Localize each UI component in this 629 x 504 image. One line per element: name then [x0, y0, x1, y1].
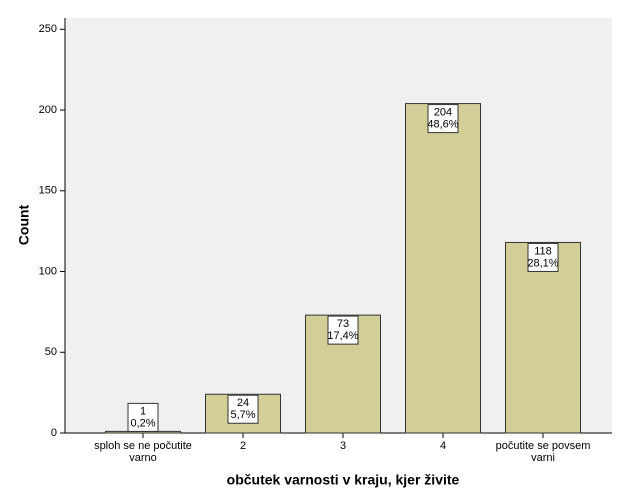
x-tick-label: 2 — [239, 440, 247, 452]
y-axis-title: Count — [16, 204, 32, 245]
bar — [505, 241, 581, 434]
y-tick-label: 150 — [39, 185, 57, 197]
bar — [405, 103, 481, 434]
label-box — [527, 242, 559, 272]
label-box — [327, 315, 359, 345]
percent-label: 48,6% — [427, 118, 458, 130]
value-label: 73 — [337, 318, 349, 330]
percent-label: 5,7% — [230, 409, 255, 421]
percent-label: 28,1% — [527, 257, 558, 269]
y-tick-label: 100 — [39, 265, 57, 277]
label-box — [227, 394, 259, 424]
value-label: 118 — [534, 245, 552, 257]
value-label: 24 — [237, 397, 249, 409]
value-label: 204 — [434, 106, 452, 118]
y-tick-label: 50 — [45, 346, 57, 358]
y-tick-label: 250 — [39, 23, 57, 35]
x-tick-label: sploh se ne počutite varno — [94, 440, 192, 464]
label-box — [127, 402, 159, 432]
x-tick-label: 4 — [439, 440, 447, 452]
y-tick-label: 200 — [39, 104, 57, 116]
x-tick-label: počutite se povsem varni — [495, 440, 591, 464]
label-box — [427, 104, 459, 134]
percent-label: 0,2% — [130, 417, 155, 429]
y-tick-label: 0 — [51, 427, 57, 439]
x-tick-label: 3 — [339, 440, 347, 452]
value-label: 1 — [140, 405, 146, 417]
percent-label: 17,4% — [327, 330, 358, 342]
x-axis-title: občutek varnosti v kraju, kjer živite — [227, 472, 460, 488]
